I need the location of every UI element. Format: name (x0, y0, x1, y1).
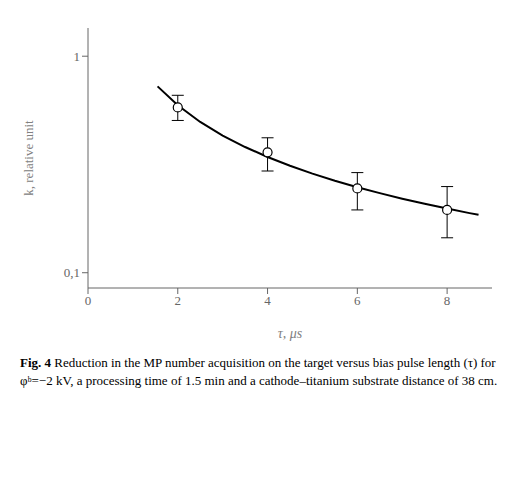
svg-text:k, relative unit: k, relative unit (21, 120, 36, 196)
svg-text:1: 1 (74, 49, 81, 64)
svg-text:0: 0 (85, 293, 92, 308)
svg-text:4: 4 (264, 293, 271, 308)
svg-text:6: 6 (354, 293, 361, 308)
svg-text:8: 8 (444, 293, 451, 308)
html-text:Fig. 4 Reduction in the MP num: Fig. 4 Reduction in the MP number acquis… (20, 355, 498, 388)
svg-text:τ, μs: τ, μs (278, 326, 303, 341)
svg-text:2: 2 (175, 293, 182, 308)
svg-text:0,1: 0,1 (64, 265, 80, 280)
